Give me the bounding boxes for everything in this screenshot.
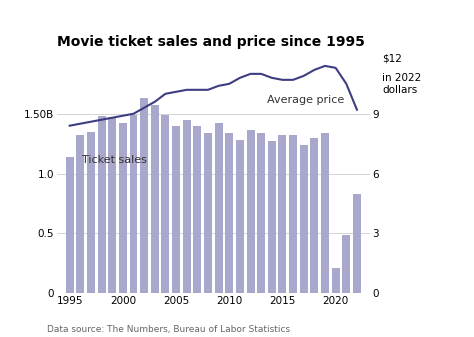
Bar <box>108 117 116 293</box>
Bar <box>310 137 319 293</box>
Bar <box>215 123 223 293</box>
Text: in 2022
dollars: in 2022 dollars <box>382 73 421 95</box>
Bar <box>279 135 286 293</box>
Text: Data source: The Numbers, Bureau of Labor Statistics: Data source: The Numbers, Bureau of Labo… <box>47 325 291 334</box>
Bar <box>353 194 361 293</box>
Bar <box>129 115 137 293</box>
Bar <box>172 126 180 293</box>
Bar <box>236 140 244 293</box>
Bar <box>268 141 276 293</box>
Bar <box>257 133 265 293</box>
Bar <box>204 133 212 293</box>
Text: Movie ticket sales and price since 1995: Movie ticket sales and price since 1995 <box>57 35 365 49</box>
Bar <box>87 132 95 293</box>
Bar <box>98 116 106 293</box>
Bar <box>162 115 169 293</box>
Bar <box>246 130 255 293</box>
Bar <box>342 235 350 293</box>
Text: Average price: Average price <box>266 95 344 104</box>
Text: Ticket sales: Ticket sales <box>82 155 147 165</box>
Bar <box>151 105 159 293</box>
Bar <box>76 135 84 293</box>
Bar <box>193 126 201 293</box>
Bar <box>300 145 308 293</box>
Bar <box>182 120 191 293</box>
Bar <box>321 133 329 293</box>
Bar <box>140 98 148 293</box>
Bar <box>332 268 340 293</box>
Bar <box>225 133 233 293</box>
Bar <box>289 135 297 293</box>
Text: $12: $12 <box>382 54 402 64</box>
Bar <box>66 157 73 293</box>
Bar <box>119 123 127 293</box>
